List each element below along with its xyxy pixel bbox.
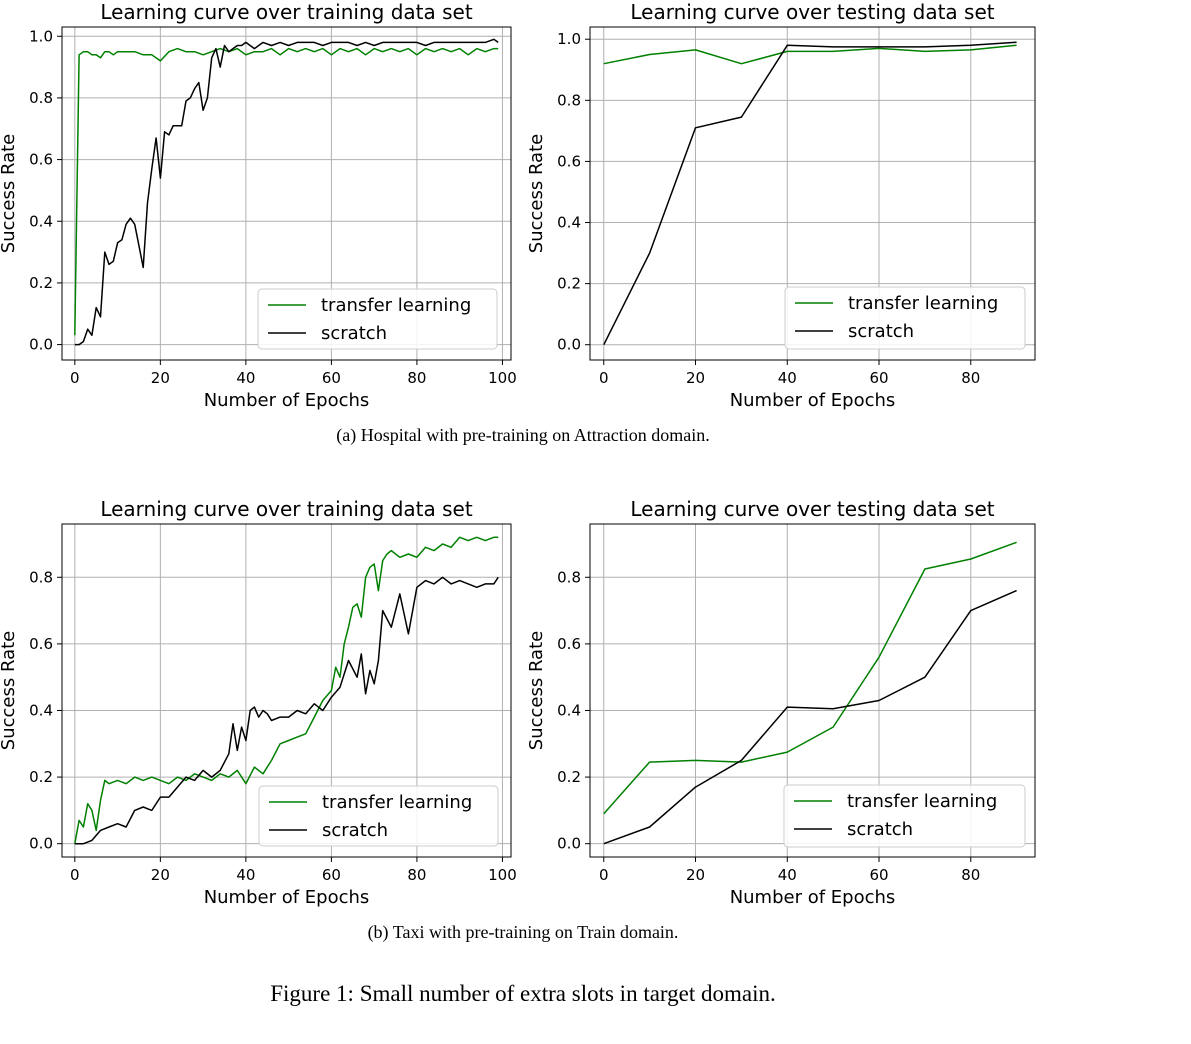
chart-1-ytick-label-3: 0.6 xyxy=(557,152,581,170)
chart-1-legend-box xyxy=(784,286,1026,350)
chart-3-ytick-label-1: 0.2 xyxy=(557,768,581,786)
chart-2-xtick-label-0: 0 xyxy=(70,866,80,884)
chart-3-ytick-label-4: 0.8 xyxy=(557,568,581,586)
chart-0-xtick-label-3: 60 xyxy=(322,369,341,387)
chart-2-xtick-label-2: 40 xyxy=(236,866,255,884)
chart-0-ytick-label-0: 0.0 xyxy=(29,336,53,354)
chart-0-ytick-label-3: 0.6 xyxy=(29,151,53,169)
chart-2-xlabel: Number of Epochs xyxy=(204,887,370,908)
chart-0-legend-label-1: scratch xyxy=(321,323,387,344)
chart-3-title: Learning curve over testing data set xyxy=(630,497,994,521)
figure-caption: Figure 1: Small number of extra slots in… xyxy=(270,981,776,1006)
chart-3-xtick-label-3: 60 xyxy=(869,866,888,884)
chart-1-ylabel: Success Rate xyxy=(526,134,547,253)
chart-2-xtick-label-5: 100 xyxy=(488,866,517,884)
chart-2-xtick-label-4: 80 xyxy=(407,866,426,884)
chart-0-xtick-label-5: 100 xyxy=(488,369,517,387)
chart-1-xlabel: Number of Epochs xyxy=(730,390,896,411)
chart-3-series-scratch-line xyxy=(603,589,1017,845)
chart-3-legend-label-1: scratch xyxy=(847,819,913,840)
chart-1-ytick-label-4: 0.8 xyxy=(557,91,581,109)
chart-3-ytick-label-2: 0.4 xyxy=(557,701,581,719)
chart-1-title: Learning curve over testing data set xyxy=(630,0,994,24)
chart-2-ytick-label-0: 0.0 xyxy=(29,835,53,853)
chart-0-title: Learning curve over training data set xyxy=(100,0,473,24)
chart-3-ytick-label-0: 0.0 xyxy=(557,835,581,853)
chart-0-xlabel: Number of Epochs xyxy=(204,390,370,411)
chart-2-series-transfer-line xyxy=(74,536,499,844)
chart-0-xtick-label-2: 40 xyxy=(236,369,255,387)
chart-3-ytick-label-3: 0.6 xyxy=(557,635,581,653)
chart-2-title: Learning curve over training data set xyxy=(100,497,473,521)
chart-0-legend-label-0: transfer learning xyxy=(321,295,471,316)
chart-3-series-transfer-line xyxy=(603,541,1017,815)
chart-0-xtick-label-1: 20 xyxy=(151,369,170,387)
chart-2-ytick-label-3: 0.6 xyxy=(29,635,53,653)
chart-1-xtick-label-3: 60 xyxy=(869,369,888,387)
chart-0-legend-box xyxy=(257,288,498,350)
chart-1-ytick-label-5: 1.0 xyxy=(557,30,581,48)
chart-3-plot-frame xyxy=(589,523,1036,858)
chart-0-ytick-label-1: 0.2 xyxy=(29,274,53,292)
chart-3-legend-box xyxy=(783,784,1026,848)
chart-3-xlabel: Number of Epochs xyxy=(730,887,896,908)
chart-1-xtick-label-1: 20 xyxy=(686,369,705,387)
chart-1-ytick-label-2: 0.4 xyxy=(557,214,581,232)
chart-0-xtick-label-0: 0 xyxy=(70,369,80,387)
chart-a-training: 0 20 40 60 80 100 0.0 0.2 0.4 0.6 0.8 1.0 Learning c… xyxy=(0,0,517,411)
chart-1-ytick-label-1: 0.2 xyxy=(557,275,581,293)
chart-2-legend-label-1: scratch xyxy=(322,820,388,841)
chart-1-legend-label-0: transfer learning xyxy=(848,293,998,314)
subcaption-a: (a) Hospital with pre-training on Attrac… xyxy=(336,425,709,446)
chart-0-ytick-label-2: 0.4 xyxy=(29,212,53,230)
chart-2-legend-box xyxy=(258,785,499,847)
chart-1-xtick-label-0: 0 xyxy=(599,369,609,387)
chart-1-ytick-label-0: 0.0 xyxy=(557,336,581,354)
chart-1-xtick-label-2: 40 xyxy=(778,369,797,387)
chart-0-ytick-label-4: 0.8 xyxy=(29,89,53,107)
chart-3-ylabel: Success Rate xyxy=(526,631,547,750)
chart-2-plot-frame xyxy=(61,523,512,858)
chart-3-xtick-label-4: 80 xyxy=(961,866,980,884)
chart-1-legend-label-1: scratch xyxy=(848,321,914,342)
chart-2-ytick-label-2: 0.4 xyxy=(29,701,53,719)
chart-0-xtick-label-4: 80 xyxy=(407,369,426,387)
chart-2-xtick-label-1: 20 xyxy=(151,866,170,884)
chart-b-training: 0 20 40 60 80 100 0.0 0.2 0.4 0.6 0.8 Learning curv… xyxy=(0,497,517,908)
chart-3-legend-label-0: transfer learning xyxy=(847,791,997,812)
chart-0-ytick-label-5: 1.0 xyxy=(29,27,53,45)
chart-2-ytick-label-1: 0.2 xyxy=(29,768,53,786)
chart-2-ylabel: Success Rate xyxy=(0,631,19,750)
chart-b-testing: 0 20 40 60 80 0.0 0.2 0.4 0.6 0.8 Learning curve o… xyxy=(526,497,1036,908)
chart-1-xtick-label-4: 80 xyxy=(961,369,980,387)
chart-3-xtick-label-0: 0 xyxy=(599,866,609,884)
subcaption-b: (b) Taxi with pre-training on Train doma… xyxy=(368,922,679,943)
chart-1-series-scratch-line xyxy=(603,41,1017,346)
chart-2-ytick-label-4: 0.8 xyxy=(29,568,53,586)
chart-0-plot-frame xyxy=(61,26,512,361)
chart-0-series-transfer-line xyxy=(74,47,499,336)
chart-2-series-scratch-line xyxy=(74,576,499,845)
chart-a-testing: 0 20 40 60 80 0.0 0.2 0.4 0.6 0.8 1.0 Learning curv… xyxy=(526,0,1036,411)
chart-1-plot-frame xyxy=(589,26,1036,361)
chart-0-series-scratch-line xyxy=(74,38,499,346)
chart-3-xtick-label-2: 40 xyxy=(778,866,797,884)
chart-2-xtick-label-3: 60 xyxy=(322,866,341,884)
chart-2-legend-label-0: transfer learning xyxy=(322,792,472,813)
chart-3-xtick-label-1: 20 xyxy=(686,866,705,884)
chart-0-ylabel: Success Rate xyxy=(0,134,19,253)
chart-1-series-transfer-line xyxy=(603,44,1017,65)
